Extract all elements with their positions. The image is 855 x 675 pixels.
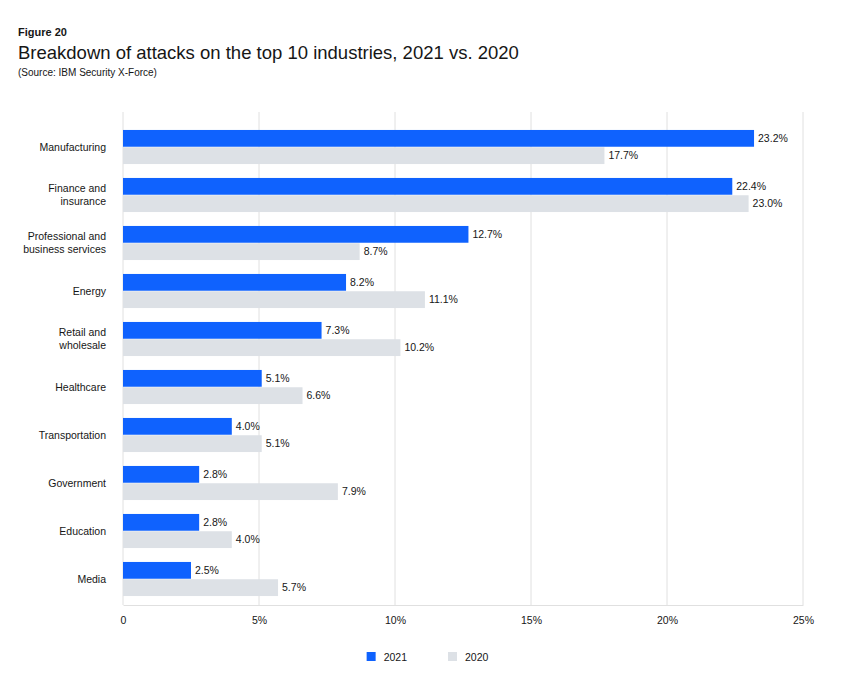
category-label-line: Energy [73, 285, 107, 297]
bar [123, 274, 346, 291]
category-label: Education [59, 525, 106, 537]
bar [123, 418, 232, 435]
bar [123, 147, 604, 164]
legend-label: 2020 [465, 651, 489, 663]
tick: 20% [657, 605, 678, 626]
legend-item: 2021 [367, 651, 408, 663]
tick-label: 25% [793, 614, 814, 626]
title: Breakdown of attacks on the top 10 indus… [18, 42, 519, 63]
bar [123, 387, 303, 404]
tick: 0 [121, 605, 127, 626]
figure-label: Figure 20 [18, 26, 67, 38]
category-label: Energy [73, 285, 107, 297]
category-label-line: Transportation [39, 429, 106, 441]
tick-label: 20% [657, 614, 678, 626]
tick-label: 0 [121, 614, 127, 626]
bar [123, 562, 191, 579]
bar [123, 579, 278, 596]
category-label-line: Media [77, 573, 106, 585]
data-label: 5.1% [266, 372, 290, 384]
bar [123, 435, 262, 452]
data-label: 23.0% [753, 197, 783, 209]
category-label-line: Government [48, 477, 106, 489]
bar [123, 178, 732, 195]
bar [123, 195, 749, 212]
bar [123, 130, 754, 147]
bar [123, 531, 232, 548]
category-label-line: business services [23, 243, 106, 255]
tick-label: 10% [385, 614, 406, 626]
category-label-line: insurance [60, 195, 106, 207]
grid-line [803, 112, 804, 605]
data-label: 11.1% [429, 293, 458, 305]
chart: Figure 20 Breakdown of attacks on the top… [0, 0, 855, 675]
data-label: 8.7% [364, 245, 388, 257]
category-label-line: Education [59, 525, 106, 537]
data-label: 8.2% [350, 276, 374, 288]
bar [123, 339, 400, 356]
bar [123, 291, 425, 308]
tick: 25% [793, 605, 814, 626]
subtitle: (Source: IBM Security X-Force) [18, 67, 157, 78]
category-axis: Manufacturing Finance andinsurance Profess… [23, 141, 107, 585]
legend-swatch [367, 652, 376, 661]
category-label: Healthcare [55, 381, 106, 393]
category-label-line: Healthcare [55, 381, 106, 393]
data-label: 5.1% [266, 437, 290, 449]
value-axis: 0 5% 10% 15% 20% 25% [121, 605, 814, 626]
category-label-line: Finance and [48, 182, 106, 194]
category-label-line: Retail and [59, 326, 106, 338]
data-label: 17.7% [608, 149, 638, 161]
legend-item: 2020 [448, 651, 489, 663]
data-label: 12.7% [472, 228, 502, 240]
bar [123, 226, 468, 243]
bar [123, 370, 262, 387]
legend-swatch [448, 652, 457, 661]
category-label: Retail andwholesale [58, 326, 106, 351]
data-label: 7.9% [342, 485, 366, 497]
bar [123, 466, 199, 483]
tick: 5% [252, 605, 267, 626]
tick-label: 5% [252, 614, 267, 626]
bar [123, 483, 338, 500]
data-label: 5.7% [282, 581, 306, 593]
tick-label: 15% [521, 614, 542, 626]
tick: 15% [521, 605, 542, 626]
legend-label: 2021 [384, 651, 408, 663]
tick: 10% [385, 605, 406, 626]
data-label: 22.4% [736, 180, 766, 192]
legend: 2021 2020 [367, 651, 489, 663]
bar [123, 243, 360, 260]
axis-line [124, 605, 804, 606]
bar [123, 514, 199, 531]
category-label: Transportation [39, 429, 106, 441]
category-label: Professional andbusiness services [23, 230, 106, 255]
data-label: 10.2% [404, 341, 434, 353]
category-label: Manufacturing [39, 141, 106, 153]
bars [123, 130, 754, 596]
category-label-line: Manufacturing [39, 141, 106, 153]
data-label: 23.2% [758, 132, 788, 144]
data-label: 2.5% [195, 564, 219, 576]
data-label: 6.6% [307, 389, 331, 401]
category-label: Finance andinsurance [48, 182, 106, 207]
category-label-line: Professional and [28, 230, 106, 242]
data-label: 2.8% [203, 516, 227, 528]
category-label-line: wholesale [58, 339, 106, 351]
data-label: 2.8% [203, 468, 227, 480]
data-label: 4.0% [236, 533, 260, 545]
data-label: 7.3% [326, 324, 350, 336]
data-label: 4.0% [236, 420, 260, 432]
category-label: Media [77, 573, 106, 585]
category-label: Government [48, 477, 106, 489]
data-labels: 23.2% 22.4% 12.7% 8.2% 7.3% 5.1% 4.0% 2.8% 2.8% 2… [195, 132, 788, 593]
grid [123, 112, 803, 605]
bar [123, 322, 322, 339]
